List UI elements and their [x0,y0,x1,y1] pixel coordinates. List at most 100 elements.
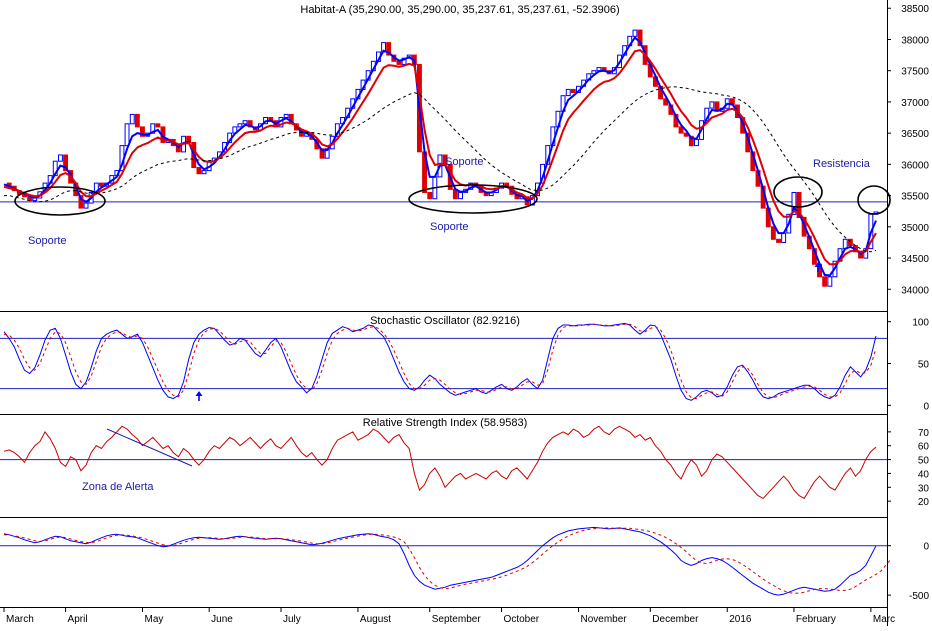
price-bar-down [134,113,140,128]
price-bar-down [776,238,781,243]
price-bar-down [155,123,161,128]
rsi-panel-title: Relative Strength Index (58.9583) [363,417,528,429]
y-tick-label: 35000 [901,223,929,234]
support-ellipse-1 [14,186,106,216]
y-tick-label: 36000 [901,160,929,171]
x-tick-label: 2016 [729,614,752,625]
markers [195,262,822,401]
price-bar-down [688,135,694,147]
price-bar-down [770,226,776,240]
reference-lines [0,201,887,547]
y-tick-label: 37500 [901,67,929,78]
x-tick-label: December [652,614,699,625]
x-tick-label: February [796,614,836,625]
price-bar-up [781,232,787,244]
price-bar-up [237,123,243,128]
x-tick-label: July [283,614,301,625]
price-bar-up [242,120,248,125]
y-tick-label: 0 [923,401,929,412]
x-tick-label: Marc [873,614,895,625]
y-tick-label: 34000 [901,285,929,296]
y-tick-label: 0 [923,542,929,553]
y-tick-label: 50 [918,456,930,467]
indicator-lines [3,36,892,596]
price-bar-up [401,57,407,65]
panel-0-series-1-line [3,49,877,266]
y-tick-label: 50 [918,360,930,371]
price-bar-down [678,126,684,134]
zona-alerta-label: Zona de Alerta [82,481,154,493]
price-panel-title: Habitat-A (35,290.00, 35,290.00, 35,237.… [300,4,619,16]
resistance-ellipse [773,176,823,208]
y-tick-label: 100 [912,318,929,329]
price-bar-down [247,120,253,128]
price-bar-up [129,113,135,125]
price-bar-down [63,154,68,172]
price-bar-up [632,29,638,37]
x-tick-label: June [211,614,233,625]
y-tick-label: 34500 [901,254,929,265]
price-bar-up [591,70,597,75]
price-bar-down [140,126,145,137]
price-bar-down [427,192,433,200]
y-tick-label: 60 [918,442,930,453]
price-bar-down [663,98,669,106]
panel-3-series-1-line [3,527,892,594]
price-bar-down [386,42,392,56]
x-tick-label: April [68,614,88,625]
price-bar-down [396,60,402,65]
x-tick-label: March [6,614,34,625]
panel-frames [0,0,888,626]
price-bar-up [458,192,464,200]
soporte-label-3: Soporte [430,221,469,233]
x-tick-label: October [504,614,540,625]
soporte-label-1: Soporte [28,235,67,247]
price-bar-down [99,182,104,187]
y-tick-label: 20 [918,497,930,508]
current-price-ellipse [857,185,891,215]
y-tick-label: 37000 [901,98,929,109]
y-tick-label: -500 [909,591,929,602]
price-bar-down [796,192,802,218]
panel-0-series-0-line [3,36,877,277]
stoch-up-arrow-icon [195,391,203,396]
price-bar-up [827,276,833,287]
y-tick-label: 38000 [901,35,929,46]
y-tick-label: 35500 [901,192,929,203]
price-bar-up [565,88,571,97]
panel-2-series-0-line [3,425,877,500]
x-tick-label: May [144,614,163,625]
price-bar-up [791,192,797,215]
price-bar-up [150,123,156,134]
y-tick-label: 38500 [901,4,929,15]
price-bar-up [124,123,130,147]
price-bar-down [822,276,828,287]
x-tick-label: September [432,614,482,625]
price-up-arrow-icon [814,262,822,267]
price-bar-up [58,154,63,162]
price-bar-down [847,238,853,247]
x-tick-label: August [360,614,391,625]
price-bar-up [83,202,89,209]
price-bar-down [637,29,643,47]
price-bar-down [319,148,325,159]
price-bar-up [201,170,207,175]
stochastic-panel-title: Stochastic Oscillator (82.9216) [370,315,520,327]
price-bar-up [283,113,289,119]
annotation-labels: Soporte Soporte Soporte Resistencia Zona… [28,156,871,493]
panel-1-series-1-line [3,323,877,400]
y-tick-label: 70 [918,428,930,439]
y-axes: 34000 34500 35000 35500 36000 36500 37000 37500… [887,4,929,602]
resistencia-label: Resistencia [813,158,871,170]
price-bar-down [78,195,84,209]
x-tick-label: November [580,614,627,625]
y-tick-label: 36500 [901,129,929,140]
panel-1-series-0-line [3,322,877,401]
x-axis: March April May June July August September Octo… [3,607,895,625]
annotations [14,176,891,216]
price-bar-down [570,88,576,94]
price-bar-up [694,138,699,147]
